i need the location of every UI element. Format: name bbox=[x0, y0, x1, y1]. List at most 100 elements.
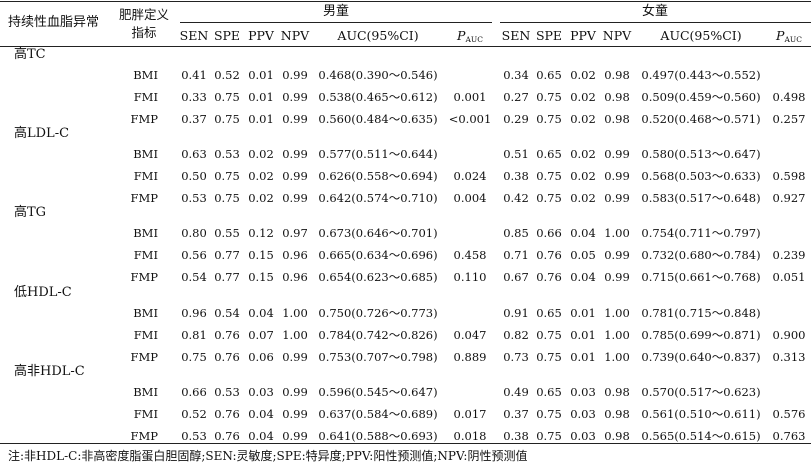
cell-girls-npv: 0.99 bbox=[604, 169, 630, 183]
cell-boys-npv: 0.99 bbox=[282, 147, 308, 161]
header-girls-spe: SPE bbox=[535, 28, 563, 43]
cell-boys-auc: 0.665(0.634～0.696) bbox=[318, 248, 438, 262]
header-girls-npv: NPV bbox=[602, 28, 632, 43]
cell-girls-ppv: 0.02 bbox=[570, 169, 596, 183]
row-measure: FMI bbox=[133, 169, 158, 183]
header-boys-sen: SEN bbox=[179, 28, 209, 43]
cell-boys-spe: 0.75 bbox=[214, 90, 240, 104]
cell-girls-spe: 0.65 bbox=[536, 68, 562, 82]
cell-boys-p: 0.017 bbox=[453, 407, 487, 421]
cell-boys-ppv: 0.03 bbox=[248, 385, 274, 399]
cell-girls-npv: 1.00 bbox=[604, 328, 630, 342]
cell-boys-sen: 0.80 bbox=[181, 226, 207, 240]
cell-boys-npv: 0.99 bbox=[282, 169, 308, 183]
cell-girls-sen: 0.29 bbox=[503, 112, 529, 126]
cell-boys-p: 0.458 bbox=[453, 248, 487, 262]
cell-girls-ppv: 0.02 bbox=[570, 147, 596, 161]
cell-girls-npv: 0.98 bbox=[604, 112, 630, 126]
cell-girls-auc: 0.715(0.661～0.768) bbox=[641, 270, 761, 284]
cell-girls-sen: 0.51 bbox=[503, 147, 529, 161]
cell-girls-auc: 0.561(0.510～0.611) bbox=[641, 407, 761, 421]
header-boys-npv: NPV bbox=[280, 28, 310, 43]
header-boys-p: PAUC bbox=[457, 28, 483, 45]
cell-boys-p: 0.889 bbox=[453, 350, 487, 364]
cell-boys-npv: 0.96 bbox=[282, 248, 308, 262]
cell-boys-npv: 0.97 bbox=[282, 226, 308, 240]
cell-girls-p: 0.239 bbox=[772, 248, 806, 262]
cell-girls-sen: 0.42 bbox=[503, 191, 529, 205]
cell-boys-p: 0.024 bbox=[453, 169, 487, 183]
cell-boys-spe: 0.53 bbox=[214, 147, 240, 161]
cell-girls-auc: 0.509(0.459～0.560) bbox=[641, 90, 761, 104]
table-top-rule bbox=[0, 1, 811, 2]
row-measure: FMI bbox=[133, 407, 158, 421]
cell-boys-ppv: 0.04 bbox=[248, 306, 274, 320]
row-measure: BMI bbox=[133, 306, 158, 320]
cell-girls-npv: 0.98 bbox=[604, 385, 630, 399]
cell-girls-npv: 0.98 bbox=[604, 68, 630, 82]
header-definition-line2: 指标 bbox=[131, 25, 157, 40]
cell-girls-sen: 0.38 bbox=[503, 169, 529, 183]
cell-boys-ppv: 0.01 bbox=[248, 68, 274, 82]
cell-girls-ppv: 0.02 bbox=[570, 112, 596, 126]
boys-group-rule bbox=[180, 22, 492, 23]
cell-boys-auc: 0.642(0.574～0.710) bbox=[318, 191, 438, 205]
cell-girls-sen: 0.38 bbox=[503, 429, 529, 443]
cell-girls-sen: 0.49 bbox=[503, 385, 529, 399]
row-measure: BMI bbox=[133, 226, 158, 240]
group-label: 高TG bbox=[14, 205, 47, 220]
cell-boys-spe: 0.75 bbox=[214, 169, 240, 183]
table-bottom-rule bbox=[0, 443, 811, 444]
cell-girls-auc: 0.520(0.468～0.571) bbox=[641, 112, 761, 126]
cell-boys-p: 0.018 bbox=[453, 429, 487, 443]
cell-boys-p: 0.110 bbox=[453, 270, 487, 284]
cell-girls-spe: 0.75 bbox=[536, 169, 562, 183]
cell-boys-p: 0.001 bbox=[453, 90, 487, 104]
cell-girls-npv: 1.00 bbox=[604, 306, 630, 320]
cell-girls-ppv: 0.02 bbox=[570, 68, 596, 82]
row-measure: FMP bbox=[130, 429, 159, 443]
cell-boys-npv: 0.99 bbox=[282, 385, 308, 399]
row-measure: FMI bbox=[133, 248, 158, 262]
cell-boys-ppv: 0.07 bbox=[248, 328, 274, 342]
girls-group-rule bbox=[500, 22, 811, 23]
cell-girls-spe: 0.75 bbox=[536, 407, 562, 421]
cell-girls-auc: 0.568(0.503～0.633) bbox=[641, 169, 761, 183]
header-girls-auc: AUC(95%CI) bbox=[660, 28, 742, 43]
cell-girls-p: 0.900 bbox=[772, 328, 806, 342]
header-boys-auc: AUC(95%CI) bbox=[337, 28, 419, 43]
cell-girls-npv: 0.98 bbox=[604, 90, 630, 104]
cell-boys-npv: 1.00 bbox=[282, 306, 308, 320]
cell-girls-npv: 0.99 bbox=[604, 147, 630, 161]
cell-girls-spe: 0.76 bbox=[536, 248, 562, 262]
cell-girls-auc: 0.781(0.715～0.848) bbox=[641, 306, 761, 320]
header-definition-line1: 肥胖定义 bbox=[118, 7, 170, 22]
cell-boys-auc: 0.560(0.484～0.635) bbox=[318, 112, 438, 126]
cell-boys-sen: 0.54 bbox=[181, 270, 207, 284]
cell-boys-sen: 0.52 bbox=[181, 407, 207, 421]
cell-boys-npv: 0.99 bbox=[282, 68, 308, 82]
cell-boys-auc: 0.784(0.742～0.826) bbox=[318, 328, 438, 342]
cell-girls-npv: 0.99 bbox=[604, 270, 630, 284]
cell-girls-auc: 0.785(0.699～0.871) bbox=[641, 328, 761, 342]
cell-boys-ppv: 0.06 bbox=[248, 350, 274, 364]
cell-girls-sen: 0.37 bbox=[503, 407, 529, 421]
cell-boys-auc: 0.577(0.511～0.644) bbox=[318, 147, 438, 161]
cell-girls-spe: 0.65 bbox=[536, 147, 562, 161]
cell-girls-spe: 0.76 bbox=[536, 270, 562, 284]
cell-girls-spe: 0.75 bbox=[536, 328, 562, 342]
cell-girls-auc: 0.580(0.513～0.647) bbox=[641, 147, 761, 161]
cell-boys-npv: 0.96 bbox=[282, 270, 308, 284]
row-measure: BMI bbox=[133, 147, 158, 161]
cell-girls-sen: 0.34 bbox=[503, 68, 529, 82]
group-label: 高TC bbox=[14, 47, 46, 62]
cell-girls-ppv: 0.03 bbox=[570, 429, 596, 443]
cell-girls-spe: 0.75 bbox=[536, 429, 562, 443]
header-girls-sen: SEN bbox=[501, 28, 531, 43]
group-label: 高LDL-C bbox=[14, 126, 70, 141]
row-measure: FMP bbox=[130, 270, 159, 284]
cell-girls-p: 0.576 bbox=[772, 407, 806, 421]
table-footnote: 注:非HDL-C:非高密度脂蛋白胆固醇;SEN:灵敏度;SPE:特异度;PPV:… bbox=[8, 449, 528, 463]
header-girls-ppv: PPV bbox=[570, 28, 596, 43]
cell-girls-sen: 0.71 bbox=[503, 248, 529, 262]
